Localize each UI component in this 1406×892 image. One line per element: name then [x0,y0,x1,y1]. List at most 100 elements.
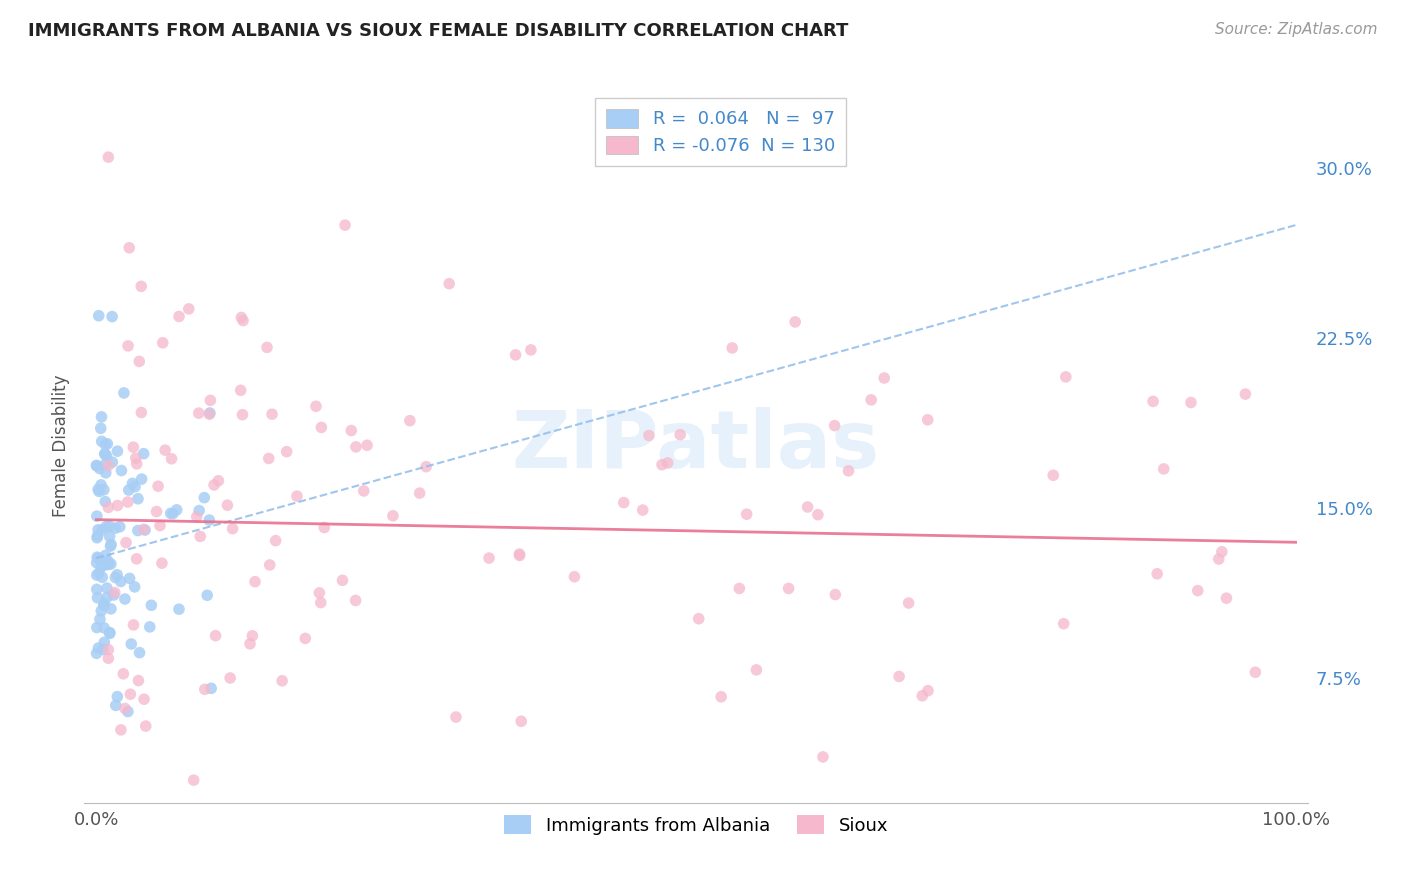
Point [294,632,316,646]
Point [98,519,121,533]
Point [124,580,146,594]
Text: Source: ZipAtlas.com: Source: ZipAtlas.com [1215,22,1378,37]
Point [94,437,117,451]
Point [311,420,333,434]
Point [93,599,115,613]
Point [166,503,188,517]
Point [873,371,896,385]
Point [897,596,920,610]
Y-axis label: Female Disability: Female Disability [52,375,70,517]
Point [167,602,190,616]
Point [308,586,330,600]
Point [104,521,127,535]
Point [131,472,153,486]
Point [86,458,108,473]
Point [87,483,110,497]
Point [232,313,254,327]
Point [97,642,120,657]
Point [444,710,467,724]
Point [217,498,239,512]
Point [564,570,586,584]
Point [86,531,108,545]
Legend: Immigrants from Albania, Sioux: Immigrants from Albania, Sioux [495,806,897,844]
Point [1187,583,1209,598]
Point [87,640,110,655]
Point [408,486,430,500]
Point [399,414,422,428]
Point [100,602,122,616]
Point [415,459,437,474]
Point [153,443,176,458]
Point [508,547,530,561]
Point [1142,394,1164,409]
Point [1211,545,1233,559]
Point [728,582,751,596]
Point [613,495,636,509]
Point [105,444,128,458]
Point [105,690,128,704]
Point [118,241,141,255]
Point [669,427,692,442]
Point [110,723,132,737]
Point [120,687,142,701]
Point [90,604,112,618]
Point [187,406,209,420]
Point [257,451,280,466]
Point [688,612,710,626]
Point [91,523,114,537]
Point [887,669,910,683]
Point [193,491,215,505]
Point [256,340,278,354]
Point [778,582,800,596]
Point [505,348,527,362]
Point [97,651,120,665]
Point [657,456,679,470]
Point [125,451,148,466]
Point [207,474,229,488]
Point [807,508,830,522]
Point [141,599,163,613]
Point [89,461,111,475]
Point [125,457,148,471]
Point [796,500,818,514]
Point [1234,387,1257,401]
Point [103,588,125,602]
Point [911,689,934,703]
Point [93,635,115,649]
Point [112,386,135,401]
Point [631,503,654,517]
Point [110,464,132,478]
Point [112,666,135,681]
Point [127,491,149,506]
Point [87,551,110,566]
Point [104,698,127,713]
Point [87,566,110,581]
Point [114,592,136,607]
Point [97,458,120,473]
Point [167,310,190,324]
Point [231,310,253,325]
Point [200,681,222,696]
Point [97,150,120,164]
Point [94,549,117,563]
Point [108,520,131,534]
Point [86,568,108,582]
Point [127,524,149,538]
Point [91,642,114,657]
Point [638,428,661,442]
Point [96,437,118,451]
Point [186,509,208,524]
Point [837,464,859,478]
Point [93,621,115,635]
Point [333,218,356,232]
Point [1244,665,1267,680]
Point [87,309,110,323]
Point [107,499,129,513]
Point [285,489,308,503]
Point [146,479,169,493]
Point [231,408,253,422]
Point [110,574,132,589]
Point [811,750,834,764]
Point [721,341,744,355]
Point [159,507,181,521]
